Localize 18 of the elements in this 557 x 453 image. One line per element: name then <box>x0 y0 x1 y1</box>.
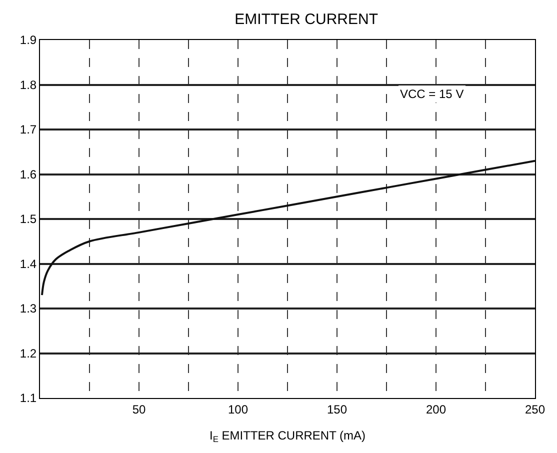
y-tick-label: 1.3 <box>20 302 37 316</box>
y-tick-label: 1.6 <box>20 167 37 182</box>
x-tick-label: 200 <box>426 402 446 416</box>
y-tick-label: 1.1 <box>20 391 37 406</box>
x-tick-label: 50 <box>132 402 146 416</box>
y-tick-label: 1.4 <box>20 256 37 271</box>
line-series <box>40 160 535 296</box>
x-axis-title: I$_{E}$ EMITTER CURRENT (mA) <box>209 428 366 444</box>
y-tick-label: 1.5 <box>20 212 37 226</box>
y-tick-label: 1.7 <box>20 122 37 137</box>
x-tick-label: 150 <box>326 402 348 416</box>
y-tick-label: 1.2 <box>20 346 37 360</box>
x-tick-label: 250 <box>524 402 546 416</box>
annotation: VCC = 15 V <box>400 87 464 101</box>
y-tick-label: 1.9 <box>20 33 37 48</box>
chart-title: EMITTER CURRENT <box>234 11 378 28</box>
y-tick-label: 1.8 <box>20 78 37 92</box>
x-tick-label: 100 <box>228 402 248 416</box>
